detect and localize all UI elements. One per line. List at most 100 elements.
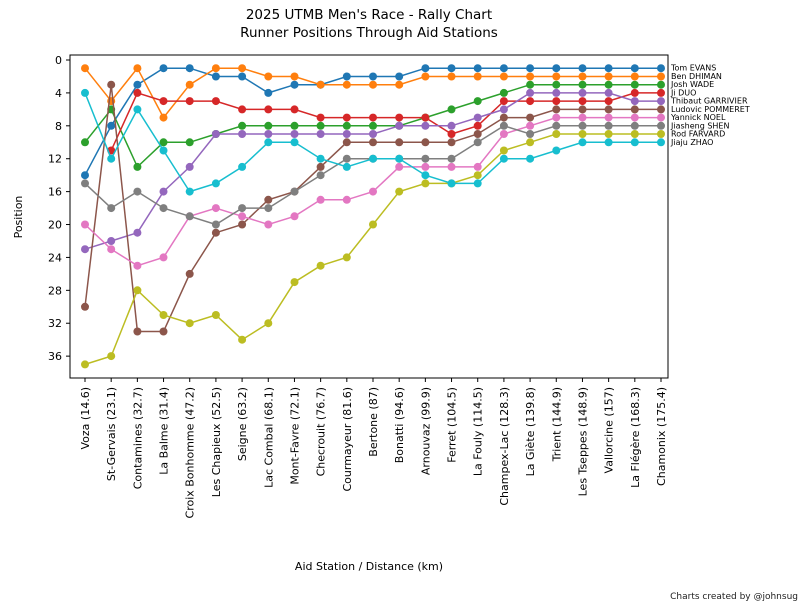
data-point <box>630 130 639 138</box>
data-point <box>630 64 639 73</box>
data-point <box>578 97 587 106</box>
data-point <box>369 80 377 89</box>
data-point <box>369 187 377 196</box>
data-point <box>107 352 116 361</box>
data-point <box>499 121 508 130</box>
data-point <box>552 130 561 138</box>
data-point <box>211 130 220 138</box>
data-point <box>447 162 456 171</box>
data-point <box>211 97 220 106</box>
data-point <box>447 64 456 73</box>
data-point <box>526 138 535 147</box>
data-point <box>316 113 325 122</box>
data-point <box>369 138 377 147</box>
data-point <box>238 72 247 81</box>
data-point <box>185 162 194 171</box>
data-point <box>369 113 377 122</box>
data-point <box>499 146 508 155</box>
data-point <box>473 113 482 122</box>
x-tick-label: La Balme (31.4) <box>158 387 171 475</box>
data-point <box>316 121 325 130</box>
data-point <box>395 154 404 163</box>
data-point <box>630 80 639 89</box>
data-point <box>578 130 587 138</box>
data-point <box>473 97 482 106</box>
data-point <box>604 121 613 130</box>
data-point <box>630 97 639 106</box>
data-point <box>526 72 535 81</box>
data-point <box>630 121 639 130</box>
data-point <box>630 138 639 147</box>
runner-name-label: Ben DHIMAN <box>671 72 722 81</box>
x-tick-label: Voza (14.6) <box>79 387 92 450</box>
data-point <box>133 327 142 336</box>
x-axis-label: Aid Station / Distance (km) <box>295 560 443 573</box>
data-point <box>604 105 613 114</box>
data-point <box>499 88 508 97</box>
data-point <box>107 245 116 254</box>
x-tick-label: Ferret (104.5) <box>446 387 459 463</box>
data-point <box>159 253 168 262</box>
data-point <box>238 105 247 114</box>
data-point <box>342 253 351 262</box>
data-point <box>499 130 508 138</box>
data-point <box>499 97 508 106</box>
data-point <box>395 138 404 147</box>
data-point <box>290 212 299 221</box>
data-point <box>290 121 299 130</box>
data-point <box>81 88 89 97</box>
data-point <box>81 138 89 147</box>
data-point <box>342 138 351 147</box>
data-point <box>133 187 142 196</box>
data-point <box>107 204 116 213</box>
y-tick-label: 4 <box>55 87 62 100</box>
data-point <box>133 162 142 171</box>
data-point <box>447 179 456 188</box>
runner-name-label: Yannick NOEL <box>670 113 726 122</box>
data-point <box>369 220 377 229</box>
data-point <box>264 138 273 147</box>
x-tick-label: Checrouit (76.7) <box>315 387 328 476</box>
data-point <box>81 360 89 369</box>
data-point <box>447 105 456 114</box>
data-point <box>316 130 325 138</box>
data-point <box>316 261 325 270</box>
data-point <box>133 80 142 89</box>
runner-name-label: Rod FARVARD <box>671 130 725 139</box>
x-tick-label: Champex-Lac (128.3) <box>498 387 511 506</box>
x-tick-label: Courmayeur (81.6) <box>341 387 354 492</box>
data-point <box>81 64 89 73</box>
data-point <box>604 72 613 81</box>
data-point <box>211 220 220 229</box>
data-point <box>473 162 482 171</box>
data-point <box>290 278 299 287</box>
data-point <box>657 80 665 89</box>
data-point <box>264 220 273 229</box>
data-point <box>238 212 247 221</box>
x-tick-label: La Flégère (168.3) <box>629 387 642 488</box>
data-point <box>421 171 430 180</box>
x-tick-label: La Giète (139.8) <box>524 387 537 476</box>
data-point <box>159 138 168 147</box>
data-point <box>185 319 194 328</box>
data-point <box>185 64 194 73</box>
data-point <box>342 130 351 138</box>
data-point <box>447 138 456 147</box>
data-point <box>526 80 535 89</box>
x-tick-label: Trient (144.9) <box>550 387 563 462</box>
data-point <box>657 130 665 138</box>
data-point <box>290 187 299 196</box>
data-point <box>526 113 535 122</box>
data-point <box>342 195 351 204</box>
data-point <box>552 97 561 106</box>
data-point <box>395 162 404 171</box>
data-point <box>316 154 325 163</box>
runner-name-label: Ji DUO <box>670 88 696 97</box>
data-point <box>421 154 430 163</box>
data-point <box>447 154 456 163</box>
data-point <box>473 138 482 147</box>
data-point <box>107 154 116 163</box>
data-point <box>630 72 639 81</box>
x-tick-label: Bonatti (94.6) <box>393 387 406 463</box>
data-point <box>499 64 508 73</box>
